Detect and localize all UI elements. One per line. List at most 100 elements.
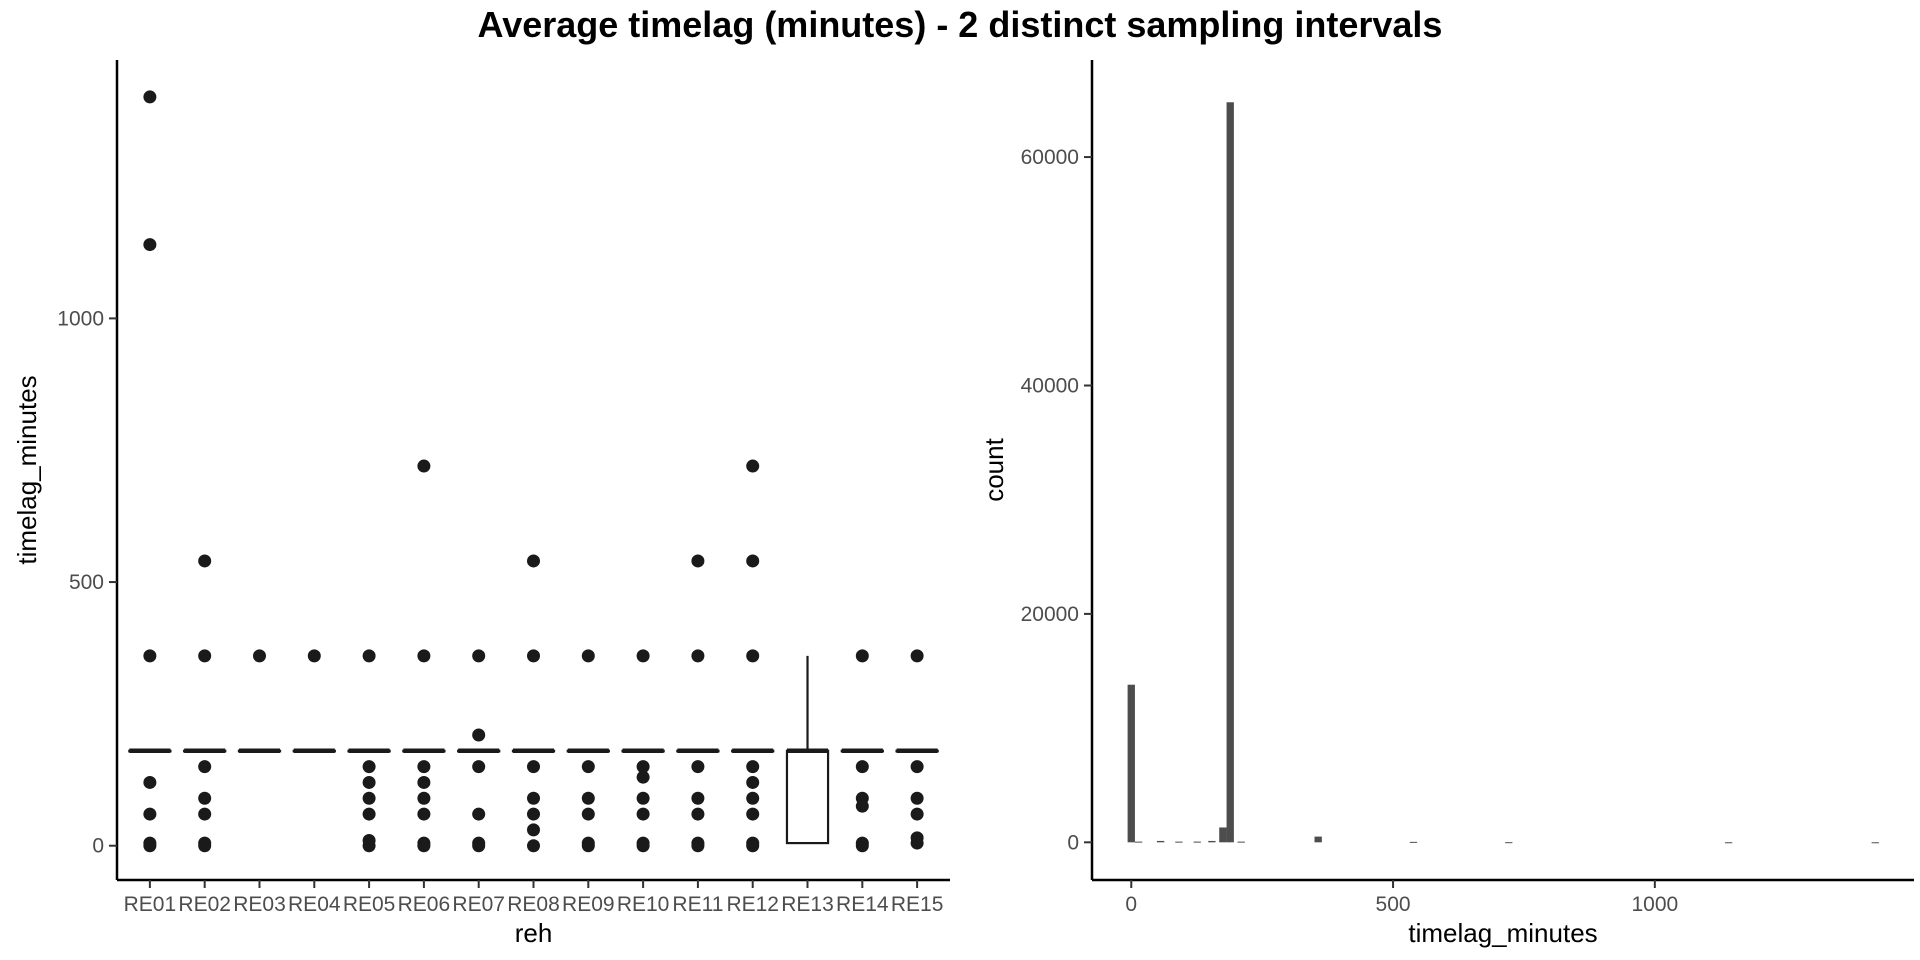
x-tick-label: 1000 xyxy=(1631,893,1678,916)
outlier-point xyxy=(527,807,540,821)
x-tick-label: RE04 xyxy=(288,893,341,916)
histogram-bar xyxy=(1237,841,1245,843)
outlier-point xyxy=(910,649,924,663)
outlier-point xyxy=(417,760,431,774)
y-tick-label: 40000 xyxy=(1021,374,1079,397)
outlier-point xyxy=(910,836,924,850)
histogram-bar xyxy=(1314,836,1322,843)
outlier-point xyxy=(636,791,650,805)
outlier-point xyxy=(691,760,705,774)
outlier-point xyxy=(143,90,157,104)
histogram-panel: 0 20000 40000 60000 0 500 1000 timelag_minutes c… xyxy=(979,60,1914,948)
x-tick-label: RE09 xyxy=(562,893,615,916)
y-tick-label: 20000 xyxy=(1021,603,1079,626)
outlier-point xyxy=(143,775,157,789)
outlier-point xyxy=(691,554,705,568)
outlier-point xyxy=(472,728,486,742)
outlier-point xyxy=(362,839,376,853)
outlier-point xyxy=(143,649,157,663)
outlier-point xyxy=(198,807,212,821)
outlier-point xyxy=(691,791,705,805)
histogram-bar xyxy=(1156,840,1165,843)
x-tick-label: RE07 xyxy=(452,893,505,916)
outlier-point xyxy=(527,791,540,805)
x-tick-label: RE08 xyxy=(507,893,560,916)
outlier-point xyxy=(472,649,486,663)
histogram-bar xyxy=(1724,842,1733,844)
outlier-point xyxy=(855,839,869,853)
x-axis-title: timelag_minutes xyxy=(1408,918,1597,948)
outlier-point xyxy=(143,238,157,252)
boxplot-panel: 0 500 1000 RE01 RE02 RE03 RE04 RE05 RE06 RE07 RE08… xyxy=(12,60,950,948)
outlier-point xyxy=(362,760,376,774)
y-axis-title: count xyxy=(979,437,1009,501)
outlier-point xyxy=(855,799,869,813)
y-tick-label: 500 xyxy=(69,571,104,594)
outlier-point xyxy=(581,649,595,663)
outlier-point xyxy=(417,791,431,805)
outlier-point xyxy=(198,649,212,663)
outlier-point xyxy=(746,791,760,805)
outlier-point xyxy=(746,760,760,774)
outlier-point xyxy=(527,649,540,663)
outlier-point xyxy=(636,839,650,853)
x-tick-label: RE15 xyxy=(891,893,944,916)
x-tick-label: RE06 xyxy=(398,893,451,916)
x-tick-label: RE05 xyxy=(343,893,396,916)
histogram-bar xyxy=(1219,827,1227,843)
outlier-point xyxy=(417,839,431,853)
x-tick-label: RE03 xyxy=(233,893,286,916)
outlier-point xyxy=(855,760,869,774)
outlier-point xyxy=(581,760,595,774)
histogram-bar xyxy=(1175,841,1183,843)
outlier-point xyxy=(198,554,212,568)
x-tick-label: RE14 xyxy=(836,893,889,916)
chart-title: Average timelag (minutes) - 2 distinct s… xyxy=(477,4,1443,45)
outlier-point xyxy=(527,760,540,774)
y-tick-label: 60000 xyxy=(1021,146,1079,169)
outlier-point xyxy=(252,649,266,663)
histogram-bar xyxy=(1226,102,1234,843)
outlier-point xyxy=(307,649,321,663)
outlier-point xyxy=(855,649,869,663)
outlier-point xyxy=(417,649,431,663)
outlier-point xyxy=(143,839,157,853)
outlier-point xyxy=(362,807,376,821)
outlier-point xyxy=(417,775,431,789)
outlier-point xyxy=(527,839,540,853)
outlier-point xyxy=(746,554,760,568)
histogram-bar xyxy=(1193,841,1201,843)
outlier-point xyxy=(581,807,595,821)
outlier-point xyxy=(691,807,705,821)
outlier-point xyxy=(746,649,760,663)
x-tick-label: RE01 xyxy=(124,893,177,916)
outlier-point xyxy=(472,760,486,774)
outlier-point xyxy=(417,807,431,821)
outlier-point xyxy=(198,839,212,853)
histogram-bar xyxy=(1208,840,1216,843)
outlier-point xyxy=(636,770,650,784)
histogram-bar xyxy=(1505,842,1513,844)
outlier-point xyxy=(746,839,760,853)
x-axis-title: reh xyxy=(515,918,553,948)
outlier-point xyxy=(362,775,376,789)
y-tick-label: 0 xyxy=(92,835,104,858)
outlier-point xyxy=(362,791,376,805)
outlier-point xyxy=(472,807,486,821)
outlier-point xyxy=(636,760,650,774)
outlier-point xyxy=(910,760,924,774)
outlier-point xyxy=(636,807,650,821)
outlier-point xyxy=(910,807,924,821)
outlier-point xyxy=(198,760,212,774)
x-tick-label: 0 xyxy=(1125,893,1137,916)
histogram-bar xyxy=(1127,684,1135,843)
y-tick-label: 0 xyxy=(1067,831,1079,854)
outlier-point xyxy=(143,807,157,821)
outlier-point xyxy=(527,823,540,837)
y-axis-title: timelag_minutes xyxy=(12,375,42,564)
outlier-point xyxy=(527,554,540,568)
box-iqr xyxy=(785,749,830,845)
x-tick-label: RE13 xyxy=(781,893,834,916)
outlier-point xyxy=(362,649,376,663)
